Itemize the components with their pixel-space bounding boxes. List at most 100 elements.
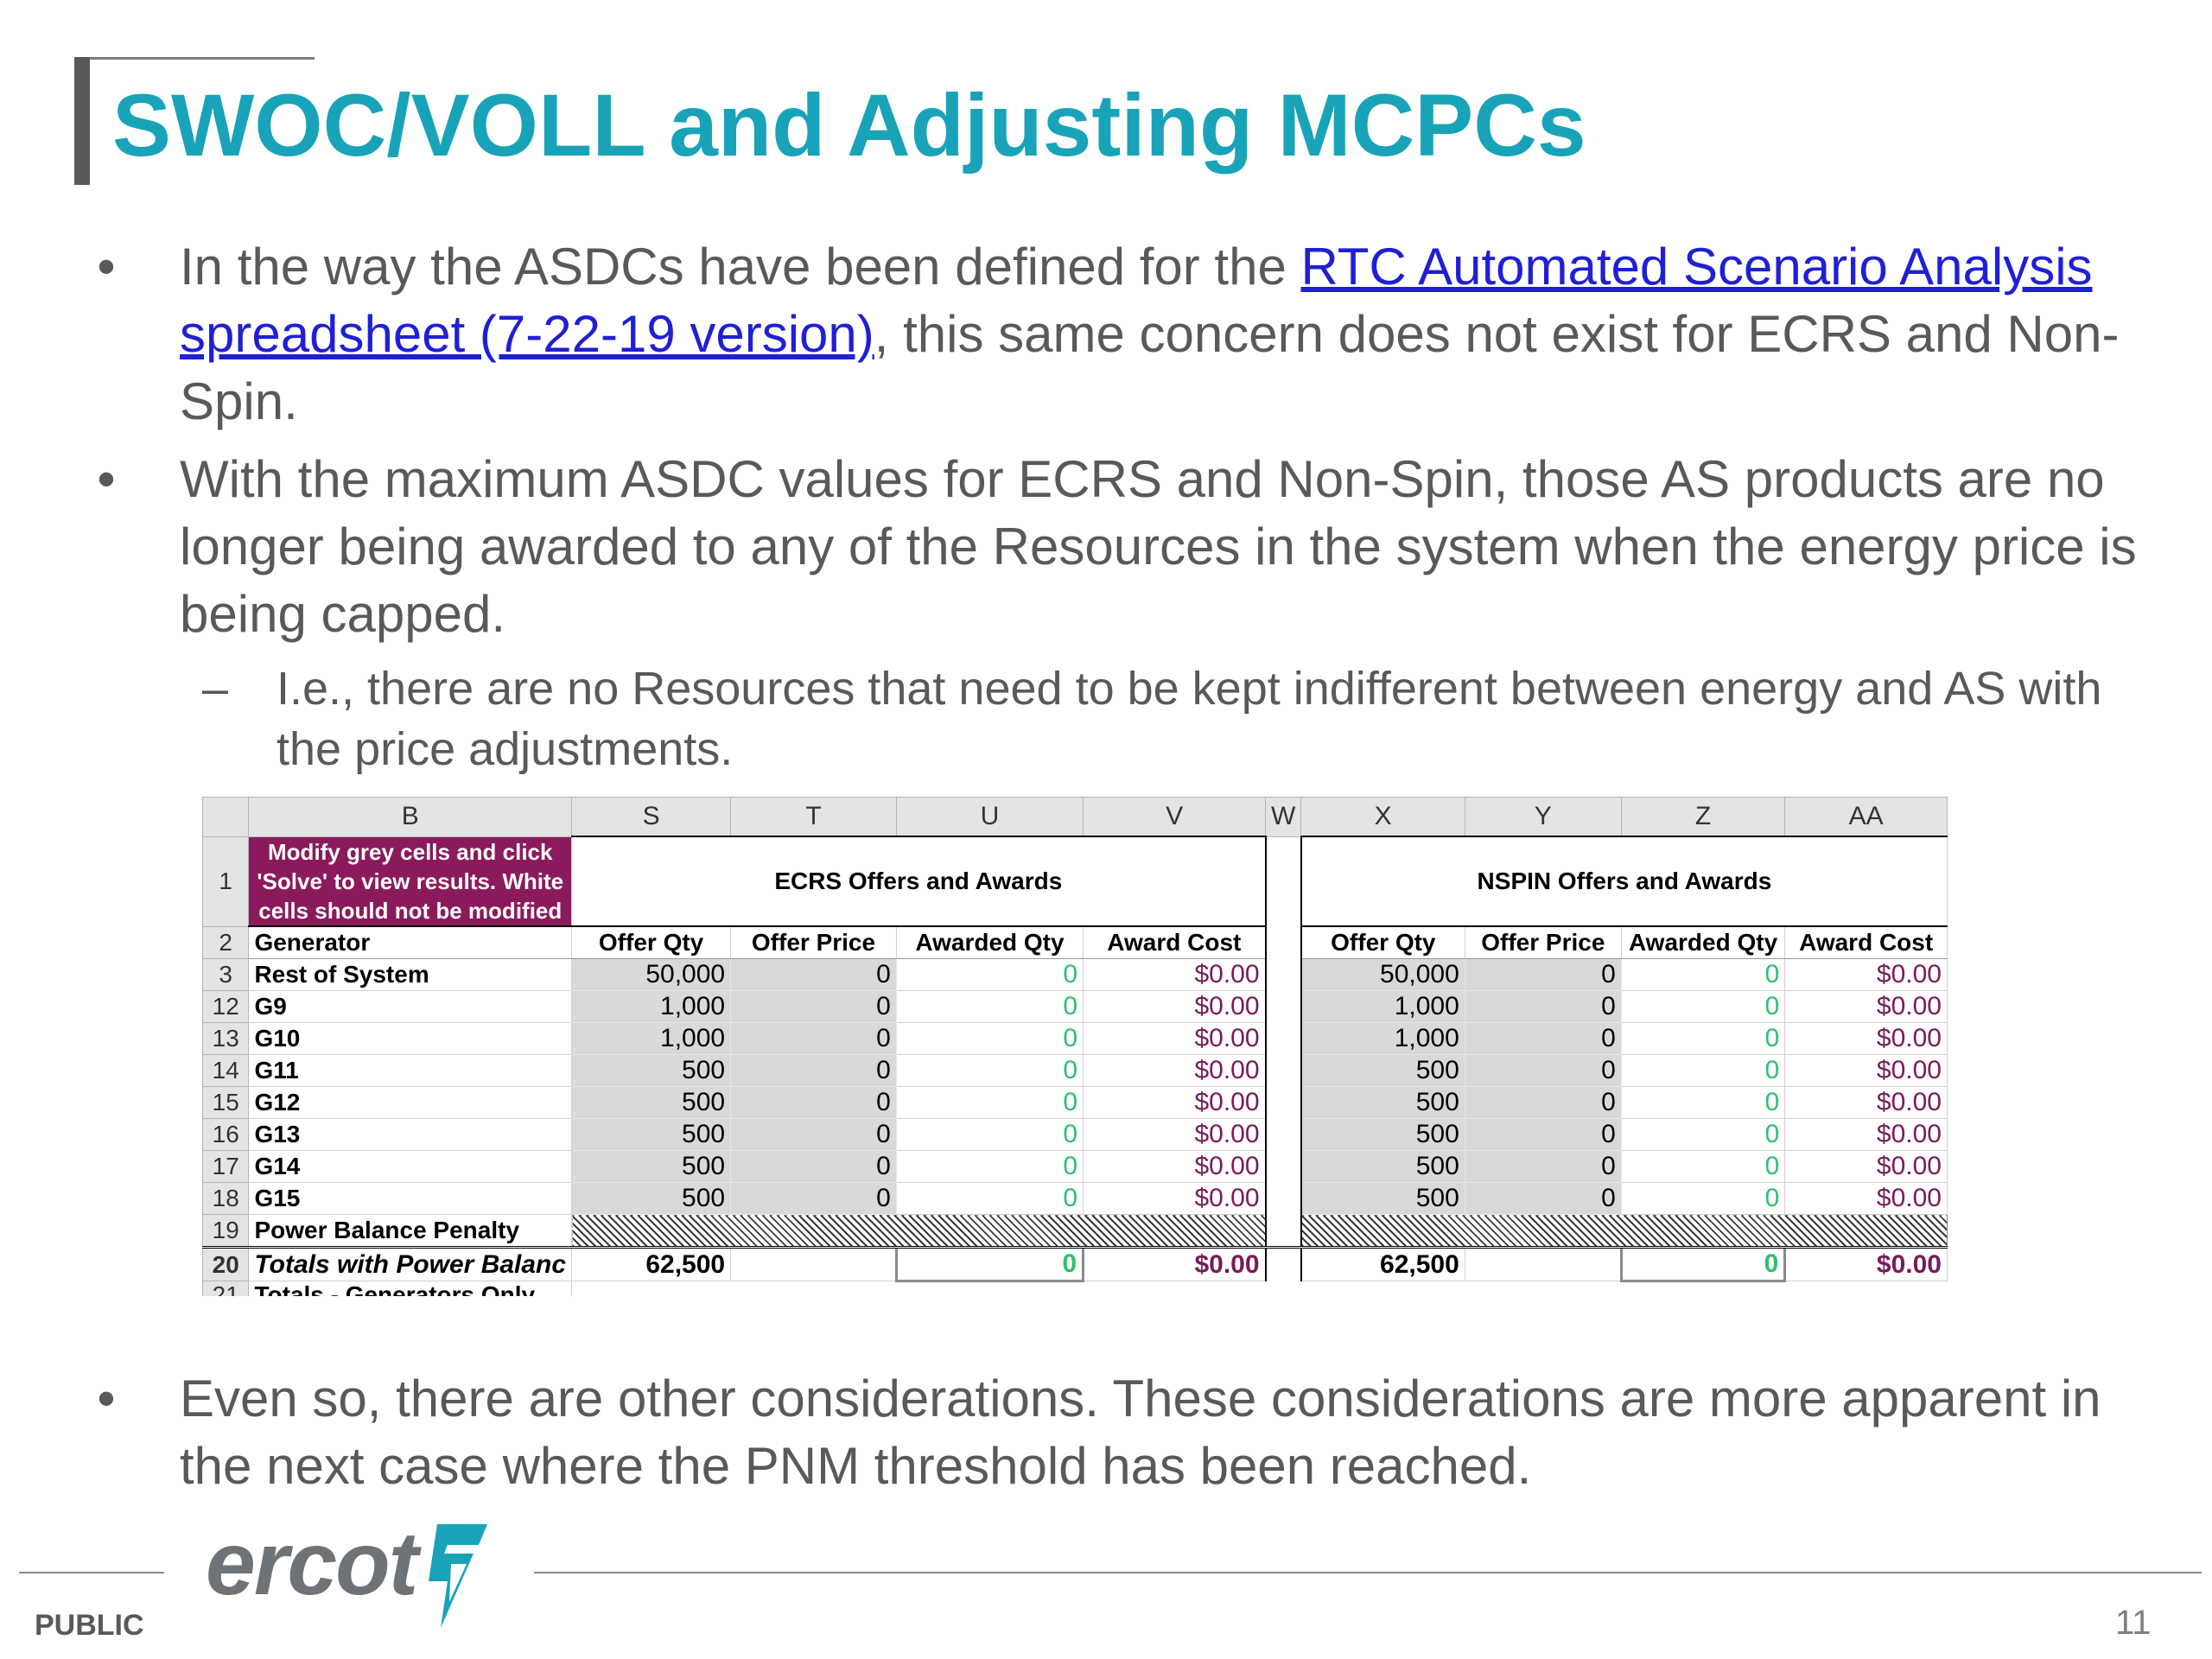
row-number[interactable]: 15 — [202, 1086, 250, 1119]
nspin-offer-price[interactable]: 0 — [1464, 1118, 1622, 1151]
ecrs-offer-qty[interactable]: 500 — [571, 1086, 732, 1119]
ecrs-offer-qty[interactable]: 50,000 — [571, 958, 732, 991]
header-ecrs-offer-qty[interactable]: Offer Qty — [571, 925, 732, 959]
nspin-total-offer-qty[interactable]: 62,500 — [1300, 1246, 1465, 1281]
ecrs-total-award-cost[interactable]: $0.00 — [1083, 1246, 1267, 1281]
header-nspin-awarded-qty[interactable]: Awarded Qty — [1620, 925, 1786, 959]
row-number[interactable]: 3 — [202, 958, 250, 991]
nspin-awarded-qty[interactable]: 0 — [1620, 1182, 1786, 1215]
ecrs-total-awarded-qty[interactable]: 0 — [894, 1246, 1085, 1282]
col-header-u[interactable]: U — [895, 797, 1084, 837]
nspin-awarded-qty[interactable]: 0 — [1620, 1086, 1786, 1119]
ecrs-offer-qty[interactable]: 500 — [571, 1118, 732, 1151]
ecrs-offer-price[interactable]: 0 — [730, 990, 897, 1023]
nspin-award-cost[interactable]: $0.00 — [1784, 1150, 1948, 1183]
ecrs-offer-price[interactable]: 0 — [730, 1118, 897, 1151]
col-header-aa[interactable]: AA — [1784, 797, 1948, 837]
generator-name[interactable]: G15 — [248, 1182, 573, 1215]
ecrs-offer-price[interactable]: 0 — [730, 1150, 897, 1183]
nspin-total-offer-price[interactable] — [1464, 1246, 1622, 1281]
ecrs-award-cost[interactable]: $0.00 — [1083, 1054, 1267, 1087]
ecrs-award-cost[interactable]: $0.00 — [1083, 1150, 1267, 1183]
ecrs-awarded-qty[interactable]: 0 — [895, 1182, 1084, 1215]
nspin-offer-qty[interactable]: 500 — [1300, 1054, 1465, 1087]
nspin-offer-price[interactable]: 0 — [1464, 1182, 1622, 1215]
nspin-offer-qty[interactable]: 50,000 — [1300, 958, 1465, 991]
ecrs-offer-qty[interactable]: 1,000 — [571, 1022, 732, 1055]
col-header-x[interactable]: X — [1300, 797, 1465, 837]
nspin-award-cost[interactable]: $0.00 — [1784, 1086, 1948, 1119]
col-header-z[interactable]: Z — [1620, 797, 1786, 837]
row-number[interactable]: 13 — [202, 1022, 250, 1055]
ecrs-award-cost[interactable]: $0.00 — [1083, 1022, 1267, 1055]
ecrs-offer-price[interactable]: 0 — [730, 1022, 897, 1055]
generator-name[interactable]: G11 — [248, 1054, 573, 1087]
nspin-offer-qty[interactable]: 1,000 — [1300, 990, 1465, 1023]
row-number[interactable]: 12 — [202, 990, 250, 1023]
row-number[interactable]: 19 — [202, 1214, 250, 1248]
nspin-total-awarded-qty[interactable]: 0 — [1619, 1246, 1787, 1282]
col-header-s[interactable]: S — [571, 797, 732, 837]
nspin-awarded-qty[interactable]: 0 — [1620, 958, 1786, 991]
ecrs-award-cost[interactable]: $0.00 — [1083, 1086, 1267, 1119]
ecrs-awarded-qty[interactable]: 0 — [895, 1054, 1084, 1087]
col-header-y[interactable]: Y — [1464, 797, 1622, 837]
row-number[interactable]: 1 — [202, 836, 250, 927]
generator-name[interactable]: G9 — [248, 990, 573, 1023]
ecrs-total-offer-price[interactable] — [730, 1246, 897, 1281]
nspin-awarded-qty[interactable]: 0 — [1620, 1054, 1786, 1087]
nspin-awarded-qty[interactable]: 0 — [1620, 1118, 1786, 1151]
header-ecrs-offer-price[interactable]: Offer Price — [730, 925, 897, 959]
nspin-award-cost[interactable]: $0.00 — [1784, 1022, 1948, 1055]
nspin-offer-qty[interactable]: 500 — [1300, 1150, 1465, 1183]
ecrs-offer-qty[interactable]: 500 — [571, 1150, 732, 1183]
generator-name[interactable]: Rest of System — [248, 958, 573, 991]
nspin-award-cost[interactable]: $0.00 — [1784, 1118, 1948, 1151]
power-balance-penalty-label[interactable]: Power Balance Penalty — [248, 1214, 573, 1248]
row-number[interactable]: 14 — [202, 1054, 250, 1087]
rtc-spreadsheet-link[interactable]: RTC Automated Scenario Analysis spreadsh… — [180, 238, 2093, 363]
generator-name[interactable]: G14 — [248, 1150, 573, 1183]
ecrs-award-cost[interactable]: $0.00 — [1083, 958, 1267, 991]
ecrs-awarded-qty[interactable]: 0 — [895, 1150, 1084, 1183]
nspin-awarded-qty[interactable]: 0 — [1620, 1022, 1786, 1055]
generator-name[interactable]: G13 — [248, 1118, 573, 1151]
row-number[interactable]: 18 — [202, 1182, 250, 1215]
totals-label[interactable]: Totals with Power Balanc — [248, 1246, 573, 1281]
ecrs-awarded-qty[interactable]: 0 — [895, 1022, 1084, 1055]
select-all-corner[interactable] — [202, 797, 250, 837]
row-number[interactable]: 17 — [202, 1150, 250, 1183]
instruction-cell[interactable]: Modify grey cells and click 'Solve' to v… — [248, 836, 573, 927]
ecrs-offer-qty[interactable]: 500 — [571, 1054, 732, 1087]
header-ecrs-award-cost[interactable]: Award Cost — [1083, 925, 1267, 959]
header-nspin-award-cost[interactable]: Award Cost — [1784, 925, 1948, 959]
generator-name[interactable]: G10 — [248, 1022, 573, 1055]
header-generator[interactable]: Generator — [248, 925, 573, 959]
nspin-offer-qty[interactable]: 500 — [1300, 1086, 1465, 1119]
nspin-award-cost[interactable]: $0.00 — [1784, 1182, 1948, 1215]
ecrs-awarded-qty[interactable]: 0 — [895, 1118, 1084, 1151]
nspin-awarded-qty[interactable]: 0 — [1620, 990, 1786, 1023]
header-nspin-offer-qty[interactable]: Offer Qty — [1300, 925, 1465, 959]
nspin-group-header[interactable]: NSPIN Offers and Awards — [1300, 836, 1948, 927]
nspin-offer-price[interactable]: 0 — [1464, 1054, 1622, 1087]
ecrs-awarded-qty[interactable]: 0 — [895, 990, 1084, 1023]
ecrs-awarded-qty[interactable]: 0 — [895, 1086, 1084, 1119]
col-header-w[interactable]: W — [1265, 797, 1302, 837]
header-ecrs-awarded-qty[interactable]: Awarded Qty — [895, 925, 1084, 959]
nspin-total-award-cost[interactable]: $0.00 — [1784, 1246, 1948, 1281]
ecrs-award-cost[interactable]: $0.00 — [1083, 1182, 1267, 1215]
ecrs-offer-price[interactable]: 0 — [730, 1182, 897, 1215]
ecrs-award-cost[interactable]: $0.00 — [1083, 1118, 1267, 1151]
nspin-award-cost[interactable]: $0.00 — [1784, 958, 1948, 991]
nspin-offer-qty[interactable]: 500 — [1300, 1182, 1465, 1215]
col-header-v[interactable]: V — [1083, 797, 1267, 837]
nspin-offer-qty[interactable]: 500 — [1300, 1118, 1465, 1151]
nspin-offer-price[interactable]: 0 — [1464, 990, 1622, 1023]
nspin-offer-price[interactable]: 0 — [1464, 1150, 1622, 1183]
nspin-offer-price[interactable]: 0 — [1464, 958, 1622, 991]
ecrs-offer-price[interactable]: 0 — [730, 958, 897, 991]
col-header-b[interactable]: B — [248, 797, 573, 837]
col-header-t[interactable]: T — [730, 797, 897, 837]
row-number[interactable]: 21 — [202, 1281, 250, 1296]
